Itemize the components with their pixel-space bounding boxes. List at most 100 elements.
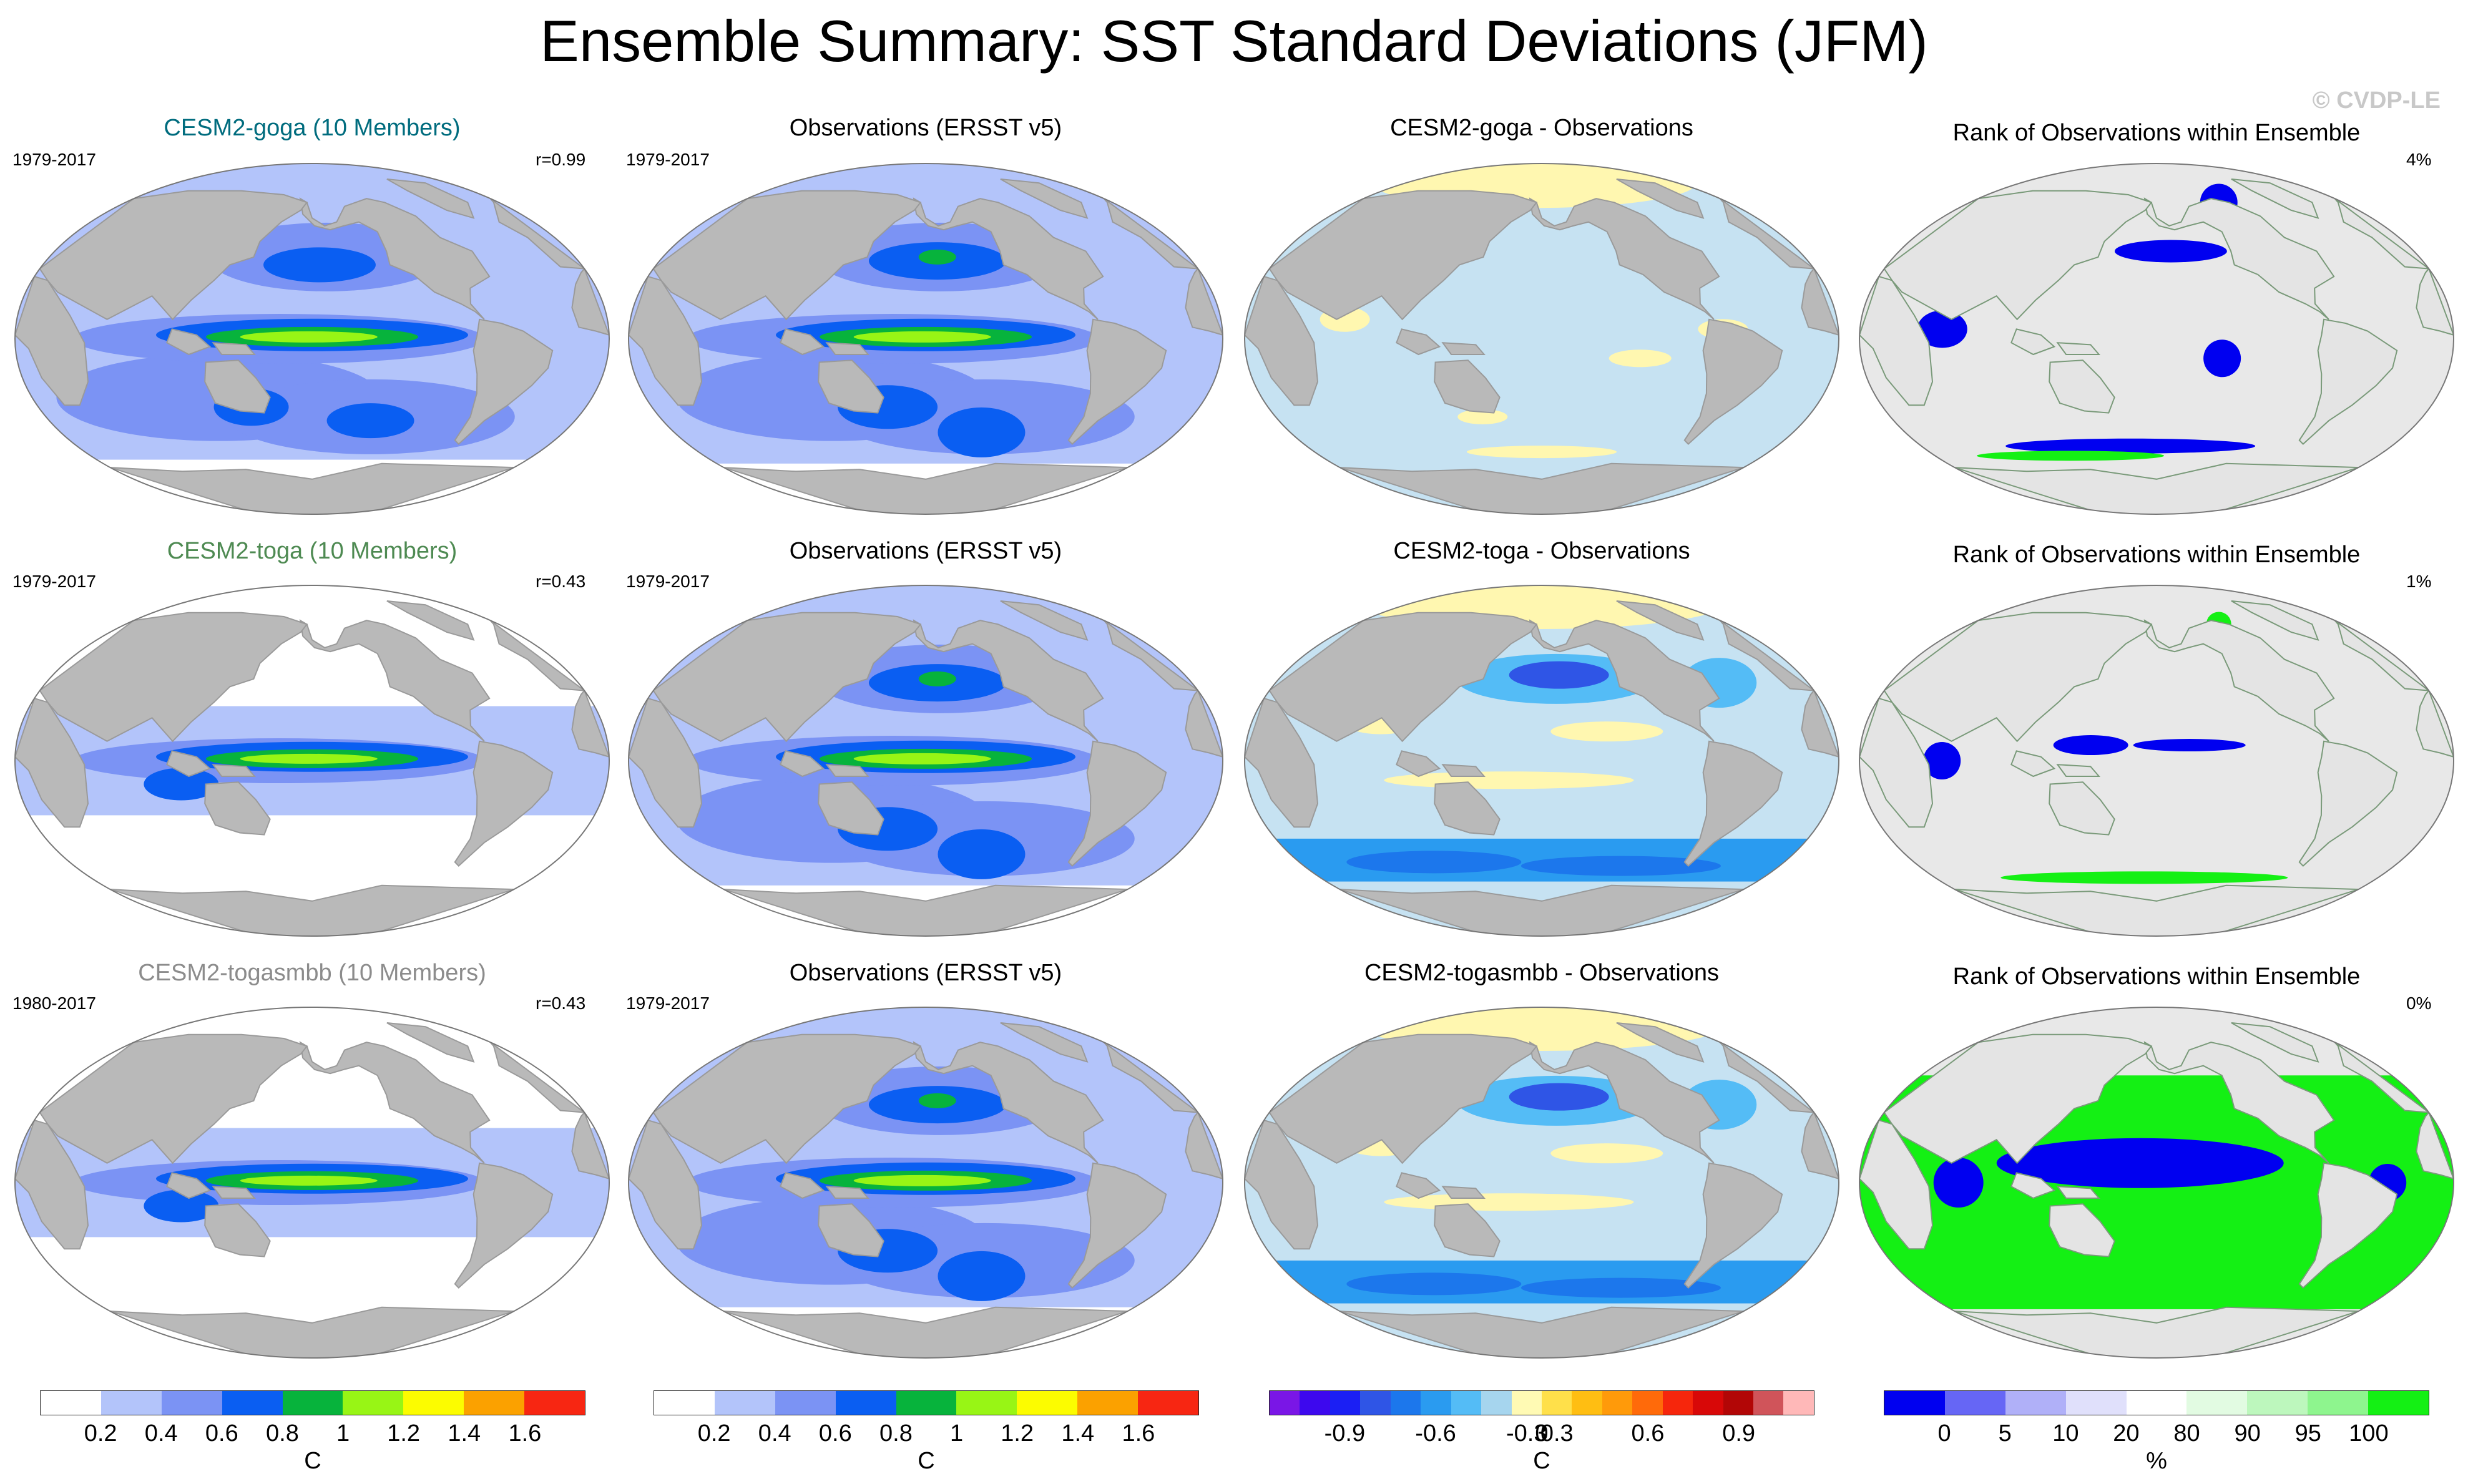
landmass-greenland bbox=[386, 1022, 475, 1063]
colorbar-difference bbox=[1269, 1390, 1814, 1415]
field-contour bbox=[853, 753, 991, 764]
field-contour bbox=[853, 331, 991, 343]
field-contour bbox=[1509, 661, 1609, 689]
landmass-australia bbox=[204, 359, 271, 414]
landmass-indonesia-a bbox=[166, 1172, 212, 1199]
map-r2-rank bbox=[1859, 1007, 2454, 1359]
colorbar-tick-label: -0.3 bbox=[1506, 1420, 1547, 1447]
field-contour bbox=[853, 1174, 991, 1186]
colorbar-unit-3: % bbox=[2146, 1448, 2167, 1474]
colorbar-tick-label: 1.6 bbox=[508, 1420, 542, 1447]
colorbar-tick-label: 0 bbox=[1937, 1420, 1951, 1447]
field-contour bbox=[1917, 310, 1967, 348]
map-r2-ensemble bbox=[14, 1007, 610, 1359]
landmass-africa-east bbox=[1801, 267, 1839, 336]
landmass-africa-east bbox=[571, 689, 609, 758]
landmass-north-america bbox=[1529, 619, 1720, 742]
map-r0-obs bbox=[628, 163, 1223, 515]
years-label-r2-ensemble: 1980-2017 bbox=[12, 993, 96, 1013]
colorbar-swatch bbox=[1329, 1390, 1361, 1415]
colorbar-tick-label: 10 bbox=[2052, 1420, 2079, 1447]
landmass-australia bbox=[2049, 359, 2115, 414]
landmass-eurasia-west bbox=[652, 1033, 922, 1164]
field-contour bbox=[1923, 742, 1961, 779]
years-label-r0-ensemble: 1979-2017 bbox=[12, 150, 96, 169]
colorbar-swatch bbox=[2247, 1390, 2308, 1415]
landmass-north-america bbox=[1529, 1041, 1720, 1164]
colorbar-swatch bbox=[835, 1390, 896, 1415]
landmass-indonesia-a bbox=[1396, 1172, 1441, 1199]
landmass-indonesia-b bbox=[1441, 764, 1486, 777]
panel-title-r1-ensemble: CESM2-toga (10 Members) bbox=[167, 538, 458, 564]
landmass-greenland bbox=[1616, 1022, 1705, 1063]
landmass-australia bbox=[1434, 1203, 1501, 1257]
landmass-eurasia-west bbox=[1268, 190, 1538, 321]
panel-title-r2-ensemble: CESM2-togasmbb (10 Members) bbox=[138, 960, 486, 986]
colorbar-tick-label: 1.6 bbox=[1122, 1420, 1155, 1447]
colorbar-unit-1: C bbox=[918, 1448, 935, 1474]
map-border bbox=[1244, 1007, 1839, 1359]
figure-title: Ensemble Summary: SST Standard Deviation… bbox=[540, 8, 1928, 74]
colorbar-swatch bbox=[1300, 1390, 1330, 1415]
landmass-australia bbox=[1434, 359, 1501, 414]
colorbar-tick-label: 20 bbox=[2113, 1420, 2140, 1447]
colorbar-swatch bbox=[2065, 1390, 2127, 1415]
colorbar-unit-0: C bbox=[304, 1448, 321, 1474]
landmass-south-america bbox=[454, 740, 554, 867]
landmass-south-america bbox=[454, 1162, 554, 1289]
landmass-eurasia-west bbox=[1268, 1033, 1538, 1164]
colorbar-tick-label: 0.2 bbox=[84, 1420, 117, 1447]
colorbar-swatch bbox=[161, 1390, 222, 1415]
landmass-indonesia-b bbox=[212, 342, 256, 355]
field-contour bbox=[240, 1175, 378, 1186]
landmass-south-america bbox=[454, 318, 554, 445]
colorbar-tick-label: 5 bbox=[1998, 1420, 2012, 1447]
landmass-africa bbox=[629, 275, 703, 406]
correlation-label-r0: r=0.99 bbox=[536, 150, 586, 169]
field-contour bbox=[2114, 240, 2227, 263]
landmass-africa bbox=[629, 697, 703, 828]
colorbar-swatch bbox=[1511, 1390, 1542, 1415]
years-label-r1-obs: 1979-2017 bbox=[626, 572, 710, 591]
landmass-north-america bbox=[2143, 1041, 2335, 1164]
landmass-africa-east bbox=[1801, 689, 1839, 758]
colorbar-tick-label: 1.2 bbox=[387, 1420, 421, 1447]
field-contour bbox=[2005, 438, 2256, 454]
landmass-north-america bbox=[299, 619, 491, 742]
landmass-antarctica bbox=[723, 462, 1128, 514]
map-border bbox=[628, 163, 1223, 515]
landmass-antarctica bbox=[1339, 1306, 1744, 1358]
landmass-indonesia-a bbox=[1396, 328, 1441, 356]
colorbar-tick-label: 0.9 bbox=[1722, 1420, 1756, 1447]
field-contour bbox=[2000, 871, 2288, 884]
map-border bbox=[628, 585, 1223, 937]
map-r2-obs bbox=[628, 1007, 1223, 1359]
field-contour bbox=[1550, 1143, 1663, 1164]
colorbar-tick-label: 1 bbox=[336, 1420, 350, 1447]
map-border bbox=[14, 163, 610, 515]
field-contour bbox=[1520, 1277, 1721, 1298]
field-contour bbox=[1346, 851, 1522, 874]
landmass-greenland bbox=[1000, 178, 1089, 219]
landmass-indonesia-a bbox=[166, 750, 212, 778]
colorbar-tick-label: 1.2 bbox=[1001, 1420, 1034, 1447]
colorbar-swatch bbox=[343, 1390, 404, 1415]
landmass-antarctica bbox=[1954, 1306, 2359, 1358]
colorbar-swatch bbox=[40, 1390, 101, 1415]
landmass-indonesia-a bbox=[2010, 328, 2056, 356]
landmass-south-america bbox=[2298, 1162, 2398, 1289]
landmass-africa-east bbox=[571, 267, 609, 336]
colorbar-tick-label: 0.2 bbox=[697, 1420, 731, 1447]
colorbar-sd-ensemble bbox=[40, 1390, 586, 1415]
colorbar-swatch bbox=[1421, 1390, 1451, 1415]
field-contour bbox=[938, 407, 1026, 457]
colorbar-swatch bbox=[1662, 1390, 1693, 1415]
landmass-australia bbox=[2049, 1203, 2115, 1257]
field-contour bbox=[938, 829, 1026, 879]
landmass-south-america bbox=[1067, 740, 1167, 867]
field-contour bbox=[918, 249, 956, 265]
colorbar-swatch bbox=[2368, 1390, 2430, 1415]
colorbar-swatch bbox=[775, 1390, 836, 1415]
colorbar-swatch bbox=[2308, 1390, 2369, 1415]
map-border bbox=[1859, 163, 2454, 515]
